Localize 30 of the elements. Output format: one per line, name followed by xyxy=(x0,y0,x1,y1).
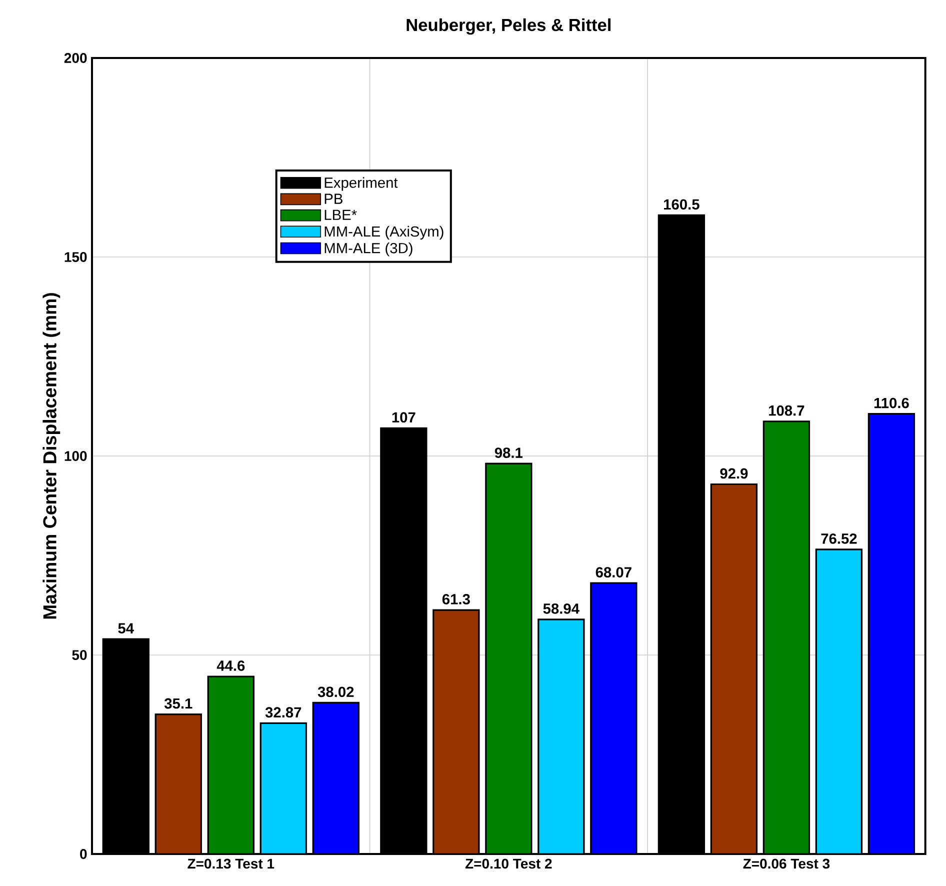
data-label: 54 xyxy=(118,623,134,634)
data-label: 92.9 xyxy=(720,468,748,479)
data-label: 44.6 xyxy=(216,660,245,671)
y-tick-label: 0 xyxy=(80,849,87,859)
legend-label: LBE* xyxy=(324,210,357,220)
y-tick-label: 100 xyxy=(64,451,87,461)
data-label: 38.02 xyxy=(318,686,354,698)
legend-label: MM-ALE (3D) xyxy=(324,242,412,256)
data-label: 110.6 xyxy=(874,398,909,408)
x-tick-label: Z=0.10 Test 2 xyxy=(465,858,552,869)
legend-label: Experiment xyxy=(324,177,398,191)
y-tick-label: 200 xyxy=(64,53,87,63)
data-label: 160.5 xyxy=(664,199,700,210)
data-label: 58.94 xyxy=(543,603,580,614)
x-tick-label: Z=0.06 Test 3 xyxy=(743,858,830,869)
data-label: 68.07 xyxy=(596,567,632,578)
chart-title: Neuberger, Peles & Rittel xyxy=(406,18,611,35)
y-tick-label: 50 xyxy=(72,650,87,660)
data-label: 98.1 xyxy=(494,448,523,458)
legend-label: MM-ALE (AxiSym) xyxy=(324,226,444,240)
y-tick-label: 150 xyxy=(64,252,87,262)
data-label: 108.7 xyxy=(769,405,804,416)
data-label: 32.87 xyxy=(265,707,302,718)
data-label: 107 xyxy=(392,412,416,423)
y-axis-title: Maximum Center Displacement (mm) xyxy=(42,293,60,619)
x-tick-label: Z=0.13 Test 1 xyxy=(188,858,274,869)
data-label: 35.1 xyxy=(164,698,192,709)
data-label: 61.3 xyxy=(442,594,470,604)
legend-label: PB xyxy=(324,194,342,204)
data-label: 76.52 xyxy=(821,533,857,544)
